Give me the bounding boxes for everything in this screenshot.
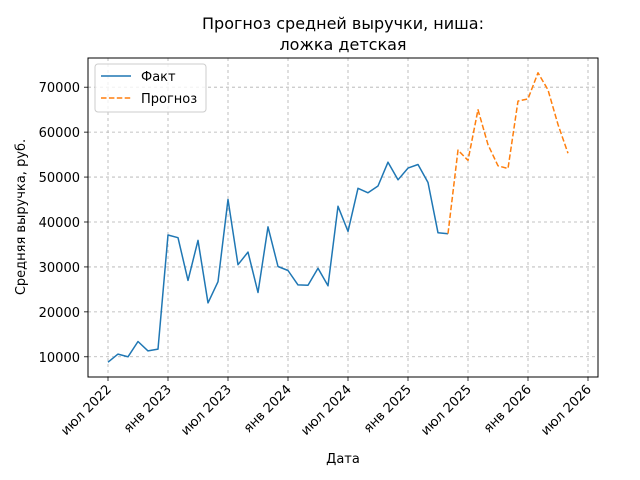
series-layer (107, 72, 569, 363)
x-axis-ticks: июл 2022 янв 2023 июл 2023 янв 2024 июл 2024… (58, 377, 595, 439)
series-line-fact (107, 161, 449, 363)
x-tick-label: янв 2024 (241, 382, 295, 436)
y-axis-ticks: 10000 20000 30000 40000 50000 60000 70000 (39, 81, 88, 366)
chart-title-line-2: ложка детская (279, 35, 406, 54)
y-tick-label: 60000 (39, 126, 80, 141)
legend-fact-label: Факт (141, 70, 176, 85)
x-tick-label: июл 2025 (418, 382, 475, 439)
grid (88, 58, 598, 377)
legend-forecast-label: Прогноз (141, 92, 197, 107)
x-tick-label: июл 2023 (178, 382, 235, 439)
chart-title-line-1: Прогноз средней выручки, ниша: (202, 14, 484, 33)
y-tick-label: 30000 (39, 261, 80, 276)
y-tick-label: 70000 (39, 81, 80, 96)
x-tick-label: июл 2024 (298, 382, 355, 439)
x-axis-label: Дата (326, 452, 360, 467)
y-tick-label: 40000 (39, 216, 80, 231)
y-axis-label: Средняя выручка, руб. (14, 139, 29, 295)
series-line-forecast (447, 72, 569, 234)
y-tick-label: 50000 (39, 171, 80, 186)
x-tick-label: янв 2023 (121, 382, 175, 436)
y-tick-label: 10000 (39, 351, 80, 366)
plot-frame (87, 57, 599, 378)
x-tick-label: июл 2022 (58, 382, 115, 439)
x-tick-label: янв 2026 (481, 382, 535, 436)
legend: Факт Прогноз (94, 63, 207, 113)
x-tick-label: июл 2026 (538, 382, 595, 439)
y-tick-label: 20000 (39, 306, 80, 321)
x-tick-label: янв 2025 (361, 382, 415, 436)
